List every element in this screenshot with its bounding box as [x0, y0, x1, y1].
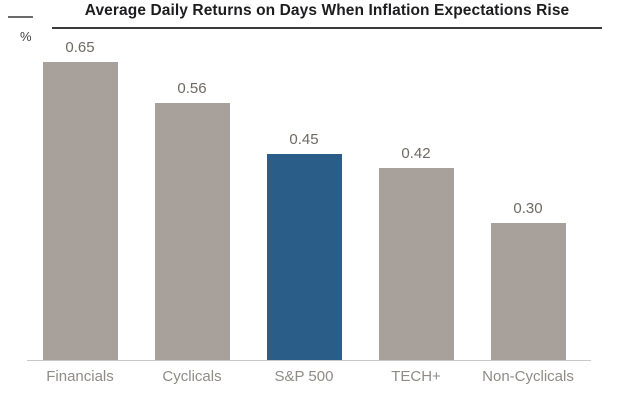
- bar-non-cyclicals: [490, 223, 566, 361]
- bar-value-label-non-cyclicals: 0.30: [513, 200, 543, 217]
- bar-s-p-500: [266, 154, 342, 361]
- bar-value-label-s-p-500: 0.45: [289, 131, 319, 148]
- bar-tech: [378, 168, 454, 361]
- category-label-s-p-500: S&P 500: [274, 368, 334, 385]
- chart-title: Average Daily Returns on Days When Infla…: [84, 2, 570, 19]
- x-axis-baseline: [27, 360, 591, 361]
- category-label-cyclicals: Cyclicals: [162, 368, 222, 385]
- bar-financials: [42, 62, 118, 361]
- bar-cyclicals: [154, 103, 230, 361]
- y-axis-unit-label: %: [20, 29, 32, 44]
- category-label-financials: Financials: [46, 368, 114, 385]
- category-label-tech: TECH+: [391, 368, 441, 385]
- chart-title-block: Average Daily Returns on Days When Infla…: [52, 2, 602, 29]
- category-label-non-cyclicals: Non-Cyclicals: [482, 368, 574, 385]
- bar-value-label-tech: 0.42: [401, 145, 431, 162]
- bar-value-label-financials: 0.65: [65, 39, 95, 56]
- bar-value-label-cyclicals: 0.56: [177, 80, 207, 97]
- top-left-dash-rule: [8, 16, 33, 18]
